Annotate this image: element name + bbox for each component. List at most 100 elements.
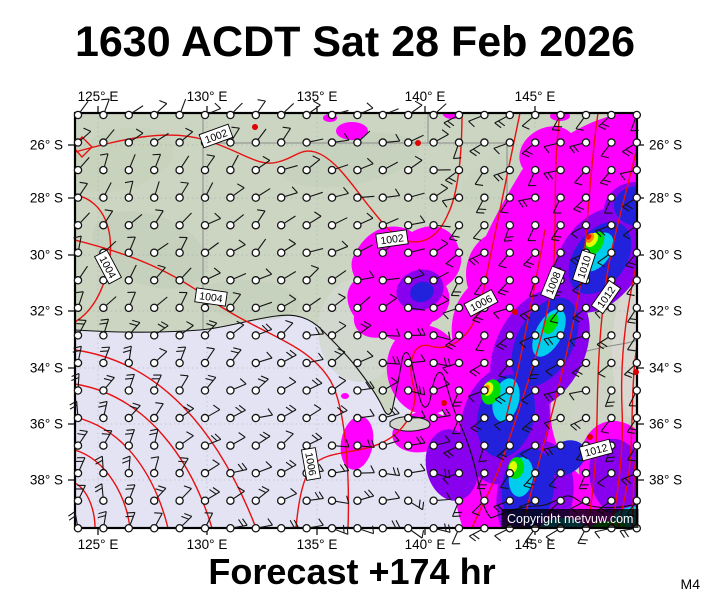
station-marker xyxy=(73,248,83,257)
station-marker xyxy=(607,248,616,257)
barb-feather xyxy=(624,477,632,484)
wind-barb xyxy=(200,459,220,478)
barb-feather xyxy=(99,322,108,325)
wind-barb xyxy=(378,377,398,395)
wind-barb xyxy=(378,356,401,368)
barb-feather xyxy=(100,350,109,352)
wind-barb xyxy=(550,220,565,242)
wind-barb xyxy=(98,400,108,423)
station-marker xyxy=(276,413,286,423)
barb-feather xyxy=(126,484,135,486)
barb-feather xyxy=(99,400,108,404)
barb-feather xyxy=(494,122,502,129)
barb-feather xyxy=(472,148,481,155)
wind-barb xyxy=(548,468,565,489)
lon-axis-label-top: 135° E xyxy=(297,89,338,104)
precip-blob xyxy=(589,438,637,518)
wind-barb xyxy=(327,524,349,535)
station-marker xyxy=(302,220,311,230)
station-marker xyxy=(505,110,515,120)
barb-feather xyxy=(291,186,298,194)
wind-barb xyxy=(175,267,192,285)
station-marker xyxy=(251,248,261,257)
isobar xyxy=(75,449,131,528)
wind-barb xyxy=(99,182,112,202)
station-marker xyxy=(226,303,235,313)
barb-feather xyxy=(155,209,164,212)
barb-feather xyxy=(598,229,606,236)
wind-barb xyxy=(251,408,273,423)
wind-barb xyxy=(497,276,515,296)
station-marker xyxy=(530,138,540,147)
station-marker xyxy=(378,303,388,313)
station-marker xyxy=(200,220,210,230)
barb-feather xyxy=(600,430,609,434)
wind-barb xyxy=(353,408,375,423)
wind-barb xyxy=(124,319,141,340)
isobar-label-box xyxy=(93,249,123,285)
station-marker xyxy=(403,110,413,120)
wind-barb xyxy=(73,156,90,175)
wind-barb xyxy=(494,110,515,129)
barb-feather xyxy=(288,238,296,245)
wind-barb xyxy=(429,331,451,341)
station-marker xyxy=(632,220,642,230)
lat-axis-label-left: 28° S xyxy=(30,191,63,206)
wind-barb xyxy=(124,373,135,395)
wind-barb-layer xyxy=(68,98,642,545)
barb-feather xyxy=(241,462,248,470)
wind-barb xyxy=(327,495,350,505)
station-marker xyxy=(505,441,515,450)
wind-barb xyxy=(569,138,591,154)
barb-feather xyxy=(125,432,134,435)
barb-feather xyxy=(239,378,247,385)
station-marker xyxy=(403,496,413,505)
wind-barb xyxy=(543,165,565,181)
station-marker xyxy=(251,358,261,368)
wind-barb xyxy=(378,467,401,478)
station-marker xyxy=(403,524,413,533)
station-marker xyxy=(353,110,362,120)
wind-barb xyxy=(327,133,350,147)
barb-feather xyxy=(600,341,608,348)
station-marker xyxy=(276,303,286,313)
barb-feather xyxy=(394,491,401,499)
wind-barb xyxy=(604,193,616,214)
wind-barb xyxy=(452,386,464,407)
station-marker xyxy=(581,468,591,478)
wind-barb xyxy=(149,242,169,257)
wind-barb xyxy=(200,433,222,450)
barb-feather xyxy=(366,157,374,165)
wind-barb xyxy=(498,358,515,379)
station-marker xyxy=(175,331,184,340)
wind-barb xyxy=(596,331,616,350)
wind-barb xyxy=(251,155,271,175)
wind-barb xyxy=(626,276,642,297)
wind-barb xyxy=(403,192,425,202)
station-marker xyxy=(378,331,388,340)
barb-feather xyxy=(597,373,606,378)
station-marker xyxy=(480,331,489,340)
wind-barb xyxy=(124,484,136,505)
barb-feather xyxy=(159,347,167,353)
station-marker xyxy=(353,441,362,450)
station-marker xyxy=(124,276,134,285)
station-marker xyxy=(454,413,464,423)
wind-barb xyxy=(97,510,108,533)
barb-feather xyxy=(525,150,533,155)
station-marker xyxy=(581,138,591,147)
barb-feather xyxy=(543,338,550,346)
wind-barb xyxy=(327,109,349,120)
station-marker xyxy=(226,248,235,257)
station-marker xyxy=(530,276,540,285)
station-marker xyxy=(607,303,616,313)
barb-feather xyxy=(126,511,136,514)
wind-barb xyxy=(378,434,400,450)
wind-barb xyxy=(73,127,92,147)
station-marker xyxy=(175,358,184,368)
barb-feather xyxy=(261,324,269,332)
station-marker xyxy=(327,303,337,313)
station-marker xyxy=(327,468,337,478)
station-marker xyxy=(175,303,184,313)
wind-barb xyxy=(124,402,141,423)
